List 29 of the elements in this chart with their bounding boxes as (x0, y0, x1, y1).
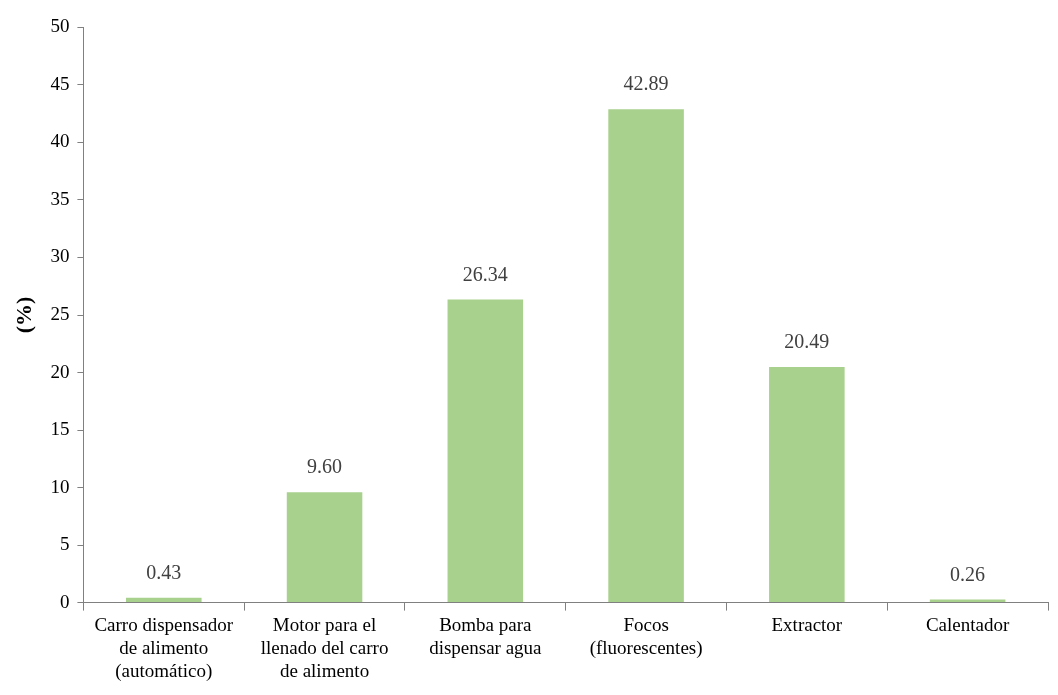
data-label: 20.49 (784, 330, 830, 353)
bar (447, 299, 524, 603)
bar (286, 492, 363, 603)
y-tick-label: 40 (50, 130, 70, 152)
y-tick-label: 0 (59, 590, 70, 612)
data-label: 26.34 (462, 262, 508, 285)
y-axis-title: (%) (10, 296, 36, 334)
data-label: 42.89 (623, 72, 669, 95)
y-tick-label: 35 (50, 187, 70, 209)
bar (126, 597, 202, 603)
y-tick-label: 45 (50, 72, 70, 94)
data-label: 0.26 (950, 562, 986, 585)
bar (769, 366, 845, 603)
y-tick-label: 50 (50, 15, 70, 37)
y-tick-label: 20 (50, 360, 70, 382)
y-tick-label: 15 (50, 418, 70, 440)
x-tick-label: Calentador (925, 613, 1010, 635)
y-tick-label: 10 (50, 475, 70, 497)
y-tick-label: 5 (59, 533, 70, 555)
x-tick-label: Motor para el llenado del carro de alimento (260, 613, 389, 681)
data-label: 0.43 (146, 560, 182, 583)
x-tick-label: Focos (fluorescentes) (589, 613, 703, 659)
y-tick-label: 25 (50, 302, 70, 324)
x-tick-label: Bomba para dispensar agua (429, 613, 543, 658)
x-tick-label: Carro dispensador de alimento (automático) (94, 613, 234, 682)
y-tick-label: 30 (50, 245, 70, 267)
bar (608, 109, 684, 603)
data-label: 9.60 (307, 455, 343, 478)
x-tick-label: Extractor (771, 613, 843, 635)
